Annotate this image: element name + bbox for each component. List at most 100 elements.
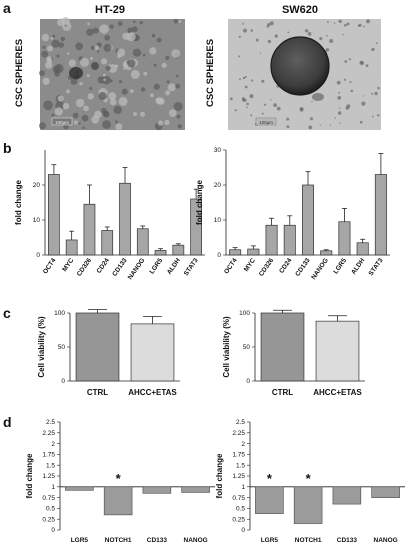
bar [136, 228, 149, 256]
sw620-title: SW620 [282, 4, 318, 16]
x-tick-label: OCT4 [223, 257, 239, 276]
bar [181, 486, 210, 493]
x-tick-label: CD133 [147, 537, 168, 544]
y-tick-label: 50 [58, 344, 66, 351]
y-tick-label: 100 [239, 310, 250, 317]
x-tick-label: CD24 [278, 257, 293, 275]
csc-spheres-label-sw620: CSC SPHERES [205, 39, 216, 107]
chart-c-ht-29: 0 50 100 CTRL AHCC+ETAS Cell viability (%) [37, 309, 180, 397]
bar [142, 486, 172, 494]
y-tick-label: 1.5 [236, 462, 245, 469]
y-tick-label: 0.25 [42, 516, 55, 523]
x-tick-label: MYC [243, 257, 257, 273]
y-tick-label: 10 [214, 217, 222, 224]
bar [229, 249, 242, 256]
y-tick-label: 0.75 [232, 495, 245, 502]
bar [315, 320, 360, 382]
y-axis-label: fold change [215, 453, 224, 498]
bar [130, 323, 175, 382]
y-tick-label: 1 [241, 484, 245, 491]
bar [75, 312, 120, 382]
bar [293, 486, 323, 524]
bar [260, 312, 305, 382]
y-tick-label: 0.75 [42, 495, 55, 502]
bar [172, 244, 185, 256]
y-tick-label: 0 [241, 527, 245, 534]
x-tick-label: STAT3 [183, 257, 200, 277]
y-tick-label: 10 [33, 217, 41, 224]
y-tick-label: 1.75 [232, 452, 245, 459]
bar [356, 242, 369, 256]
bar [255, 486, 284, 514]
y-tick-label: 20 [214, 182, 222, 189]
y-tick-label: 0 [61, 378, 65, 385]
y-tick-label: 2.5 [46, 419, 55, 426]
bar [101, 230, 114, 256]
y-tick-label: 1.75 [42, 452, 55, 459]
y-tick-label: 0 [217, 252, 221, 259]
x-tick-label: AHCC+ETAS [313, 388, 362, 397]
bar [154, 250, 167, 256]
x-tick-label: NANOG [310, 257, 330, 281]
y-tick-label: 0 [246, 378, 250, 385]
y-tick-label: 0.25 [232, 516, 245, 523]
x-tick-label: NANOG [127, 257, 147, 281]
chart-c-sw620: 0 50 100 CTRL AHCC+ETAS Cell viability (%) [222, 309, 365, 397]
bar [48, 174, 60, 256]
bar [265, 224, 278, 256]
scale-bar-ht29: 100μm [55, 120, 69, 125]
significance-marker: * [116, 471, 122, 486]
x-tick-label: CD133 [111, 257, 129, 278]
scale-bar-sw620: 100μm [259, 120, 273, 125]
x-tick-label: LGR5 [332, 257, 348, 276]
y-axis-label: Cell viability (%) [37, 316, 46, 378]
y-axis-label: fold change [195, 180, 204, 225]
panel-b-label: b [3, 140, 12, 156]
micrograph-ht29-texture [39, 17, 183, 131]
x-tick-label: CTRL [87, 388, 108, 397]
y-tick-label: 1.25 [232, 473, 245, 480]
x-tick-label: NOTCH1 [105, 537, 132, 544]
x-tick-label: CD326 [76, 257, 94, 278]
bar [103, 486, 133, 516]
x-tick-label: LGR5 [149, 257, 165, 276]
y-axis-label: fold change [25, 453, 34, 498]
x-tick-label: NANOG [374, 537, 398, 544]
x-tick-label: ALDH [350, 257, 366, 276]
y-tick-label: 0.5 [236, 506, 245, 513]
y-tick-label: 2.5 [236, 419, 245, 426]
micrograph-sw620: 100μm [228, 19, 381, 130]
chart-d-sw620: 0 0.25 0.5 0.75 1 1.25 1.5 1.75 2 2.25 2.5 LGR5 * NOT… [215, 419, 405, 544]
chart-d-ht-29: 0 0.25 0.5 0.75 1 1.25 1.5 1.75 2 2.25 2.5 LGR5 NOTC… [25, 419, 215, 544]
x-tick-label: CD326 [258, 257, 276, 278]
x-tick-label: LGR5 [71, 537, 89, 544]
bar [320, 250, 333, 256]
y-tick-label: 0.5 [46, 506, 55, 513]
y-axis-label: fold change [14, 180, 23, 225]
panel-c-label: c [3, 305, 11, 321]
significance-marker: * [267, 471, 273, 486]
y-tick-label: 0 [51, 527, 55, 534]
csc-spheres-label-ht29: CSC SPHERES [14, 39, 25, 107]
micrograph-ht29: 100μm [39, 17, 185, 131]
x-tick-label: STAT3 [368, 257, 385, 277]
x-tick-label: NANOG [184, 537, 208, 544]
y-tick-label: 2.25 [232, 430, 245, 437]
bar [371, 486, 400, 498]
x-tick-label: OCT4 [42, 257, 58, 276]
bar [65, 239, 78, 256]
x-tick-label: AHCC+ETAS [128, 388, 177, 397]
x-tick-label: MYC [61, 257, 75, 273]
y-tick-label: 1.5 [46, 462, 55, 469]
y-tick-label: 1.25 [42, 473, 55, 480]
bar [302, 184, 314, 256]
y-tick-label: 2 [241, 441, 245, 448]
y-tick-label: 100 [54, 310, 65, 317]
x-tick-label: ALDH [166, 257, 182, 276]
x-tick-label: CTRL [272, 388, 293, 397]
bar [283, 224, 296, 256]
bar [332, 486, 362, 505]
x-tick-label: LGR5 [261, 537, 279, 544]
